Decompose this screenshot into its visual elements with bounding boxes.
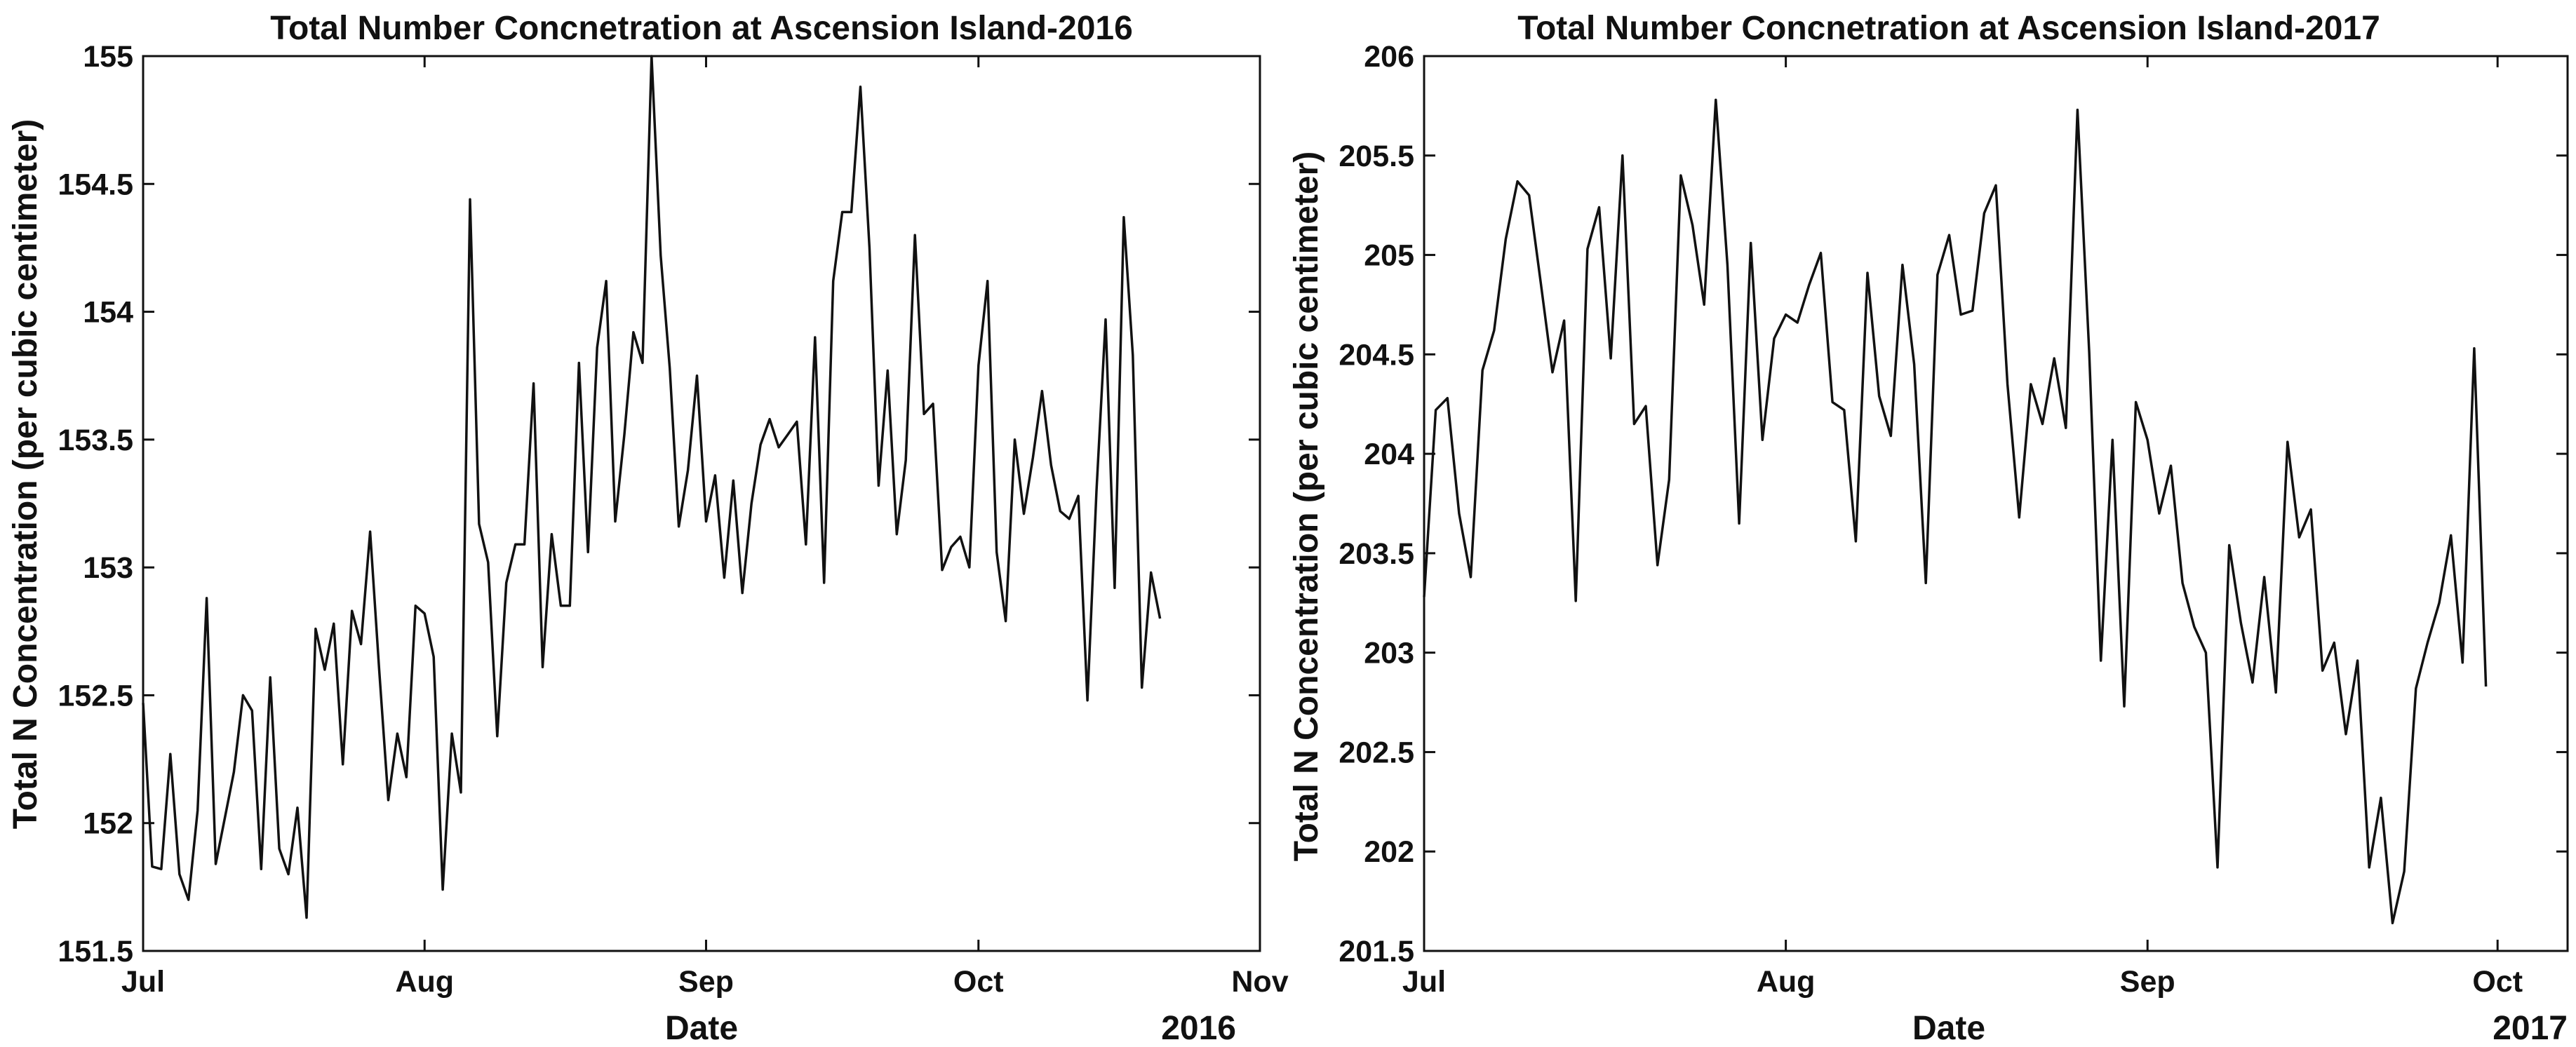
plot-area	[1423, 98, 2488, 925]
y-tick-label: 154	[83, 296, 133, 330]
series-line	[142, 55, 1162, 919]
ticks: Jul Aug Sep Oct 201.5 202 202.5 203 203.5 204 204.…	[1339, 40, 2568, 999]
y-tick-label: 151.5	[58, 935, 133, 968]
y-axis-label: Total N Concentration (per cubic centime…	[1288, 151, 1325, 862]
axes-box	[142, 55, 1261, 952]
y-tick-label: 152.5	[58, 679, 133, 712]
y-tick-label: 205.5	[1339, 140, 1414, 173]
plot-area	[142, 55, 1162, 919]
x-tick-label: Oct	[953, 965, 1004, 999]
y-tick-label: 205	[1364, 239, 1414, 273]
chart-2016: Total Number Concnetration at Ascension …	[7, 10, 1289, 1047]
x-axis-label: Date	[1912, 1010, 1985, 1047]
ticks: Jul Aug Sep Oct Nov 151.5 152 152.5 153 153.5 154 1…	[58, 40, 1288, 999]
chart-title: Total Number Concnetration at Ascension …	[270, 10, 1133, 47]
y-tick-label: 203.5	[1339, 537, 1414, 571]
x-axis-year-label: 2016	[1161, 1010, 1236, 1047]
x-tick-label: Jul	[121, 965, 165, 999]
x-tick-label: Jul	[1402, 965, 1446, 999]
axes-box	[1423, 55, 2569, 952]
x-tick-label: Oct	[2472, 965, 2523, 999]
y-tick-label: 202.5	[1339, 736, 1414, 769]
series-line	[1423, 98, 2488, 925]
chart-2017: Total Number Concnetration at Ascension …	[1288, 10, 2569, 1047]
y-tick-label: 155	[83, 40, 133, 74]
y-tick-label: 202	[1364, 835, 1414, 869]
x-axis-year-label: 2017	[2493, 1010, 2568, 1047]
y-tick-label: 152	[83, 807, 133, 841]
x-axis-label: Date	[665, 1010, 738, 1047]
y-tick-label: 204.5	[1339, 338, 1414, 372]
y-axis-label: Total N Concentration (per cubic centime…	[7, 119, 44, 830]
x-tick-label: Aug	[395, 965, 454, 999]
y-tick-label: 201.5	[1339, 935, 1414, 968]
y-tick-label: 203	[1364, 637, 1414, 670]
y-tick-label: 153.5	[58, 424, 133, 457]
x-tick-label: Sep	[678, 965, 734, 999]
x-tick-label: Aug	[1757, 965, 1816, 999]
y-tick-label: 206	[1364, 40, 1414, 74]
x-tick-label: Nov	[1231, 965, 1288, 999]
y-tick-label: 154.5	[58, 168, 133, 201]
y-tick-label: 153	[83, 551, 133, 585]
y-tick-label: 204	[1364, 438, 1414, 471]
x-tick-label: Sep	[2120, 965, 2175, 999]
chart-title: Total Number Concnetration at Ascension …	[1517, 10, 2380, 47]
